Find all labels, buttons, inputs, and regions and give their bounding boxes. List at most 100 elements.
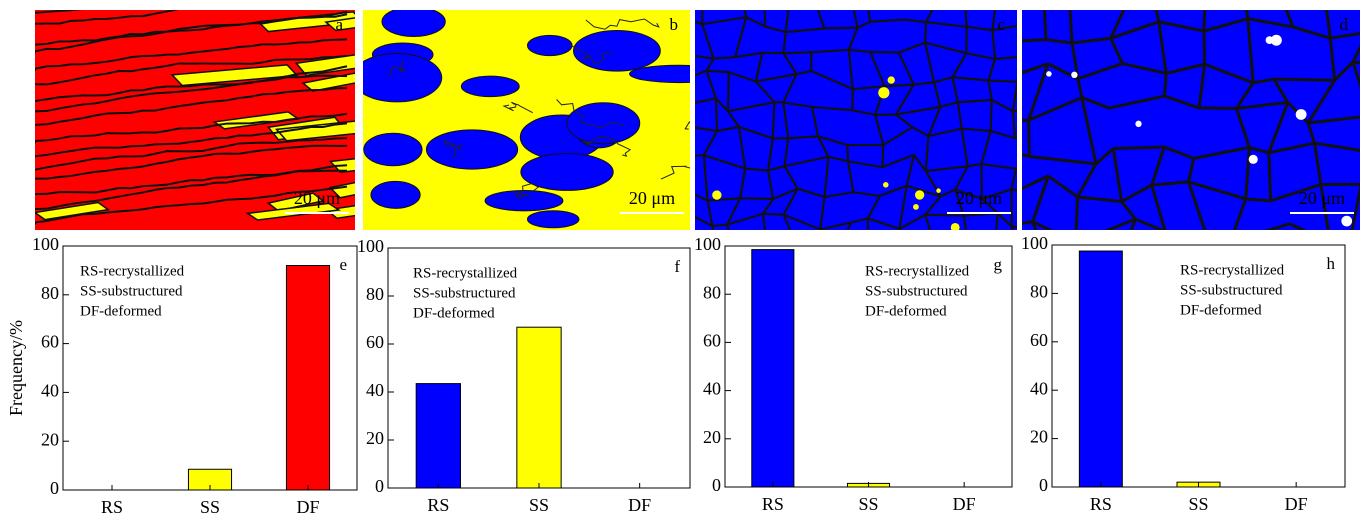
boundary bbox=[933, 238, 970, 255]
boundary bbox=[1076, 78, 1084, 98]
x-tick-label: SS bbox=[1188, 494, 1208, 514]
grain bbox=[936, 188, 941, 193]
y-tick-label: 40 bbox=[703, 379, 721, 399]
boundary bbox=[713, 56, 736, 60]
boundary bbox=[1248, 146, 1270, 155]
boundary bbox=[828, 155, 849, 163]
y-tick-label: 20 bbox=[1030, 427, 1048, 447]
x-tick-label: RS bbox=[427, 495, 449, 515]
boundary bbox=[726, 197, 742, 226]
grain bbox=[170, 64, 299, 87]
boundary bbox=[852, 85, 885, 91]
micrograph bbox=[695, 0, 1017, 255]
boundary bbox=[766, 138, 774, 171]
x-tick-label: DF bbox=[1285, 494, 1308, 514]
y-tick-label: 80 bbox=[1030, 282, 1048, 302]
boundary bbox=[811, 105, 853, 112]
boundary bbox=[443, 139, 464, 159]
boundary bbox=[956, 102, 963, 129]
boundary bbox=[898, 41, 926, 54]
boundary bbox=[1104, 217, 1136, 230]
boundary bbox=[716, 125, 740, 133]
boundary bbox=[952, 76, 989, 82]
x-tick-label: SS bbox=[529, 495, 549, 515]
boundary bbox=[1292, 25, 1331, 40]
boundary bbox=[726, 212, 764, 226]
x-tick-label: SS bbox=[200, 497, 220, 517]
grain bbox=[328, 181, 355, 199]
boundary bbox=[851, 0, 867, 5]
boundary bbox=[911, 126, 929, 138]
boundary bbox=[966, 52, 996, 61]
boundary bbox=[957, 98, 992, 104]
grain bbox=[566, 102, 641, 145]
boundary bbox=[1027, 120, 1031, 157]
boundary bbox=[783, 165, 799, 190]
boundary bbox=[1328, 38, 1337, 81]
boundary bbox=[35, 185, 348, 225]
boundary bbox=[987, 58, 997, 81]
boundary bbox=[1164, 94, 1200, 110]
boundary bbox=[940, 188, 956, 198]
panel-label: e bbox=[339, 255, 347, 274]
boundary bbox=[964, 10, 968, 27]
micrograph bbox=[363, 10, 690, 230]
x-tick-label: RS bbox=[101, 497, 123, 517]
boundary bbox=[745, 16, 766, 28]
boundary bbox=[824, 191, 854, 199]
boundary bbox=[1163, 73, 1168, 97]
panel-label: a bbox=[335, 15, 343, 34]
boundary bbox=[755, 73, 797, 83]
boundary bbox=[1245, 197, 1271, 203]
boundary bbox=[980, 164, 984, 199]
boundary bbox=[1307, 115, 1360, 125]
grain bbox=[950, 222, 960, 230]
boundary bbox=[924, 22, 928, 43]
boundary bbox=[1045, 38, 1073, 45]
boundary bbox=[767, 165, 785, 172]
boundary bbox=[1081, 96, 1110, 110]
boundary bbox=[1120, 200, 1137, 221]
boundary bbox=[867, 217, 900, 230]
boundary bbox=[1027, 63, 1050, 121]
boundary bbox=[881, 153, 915, 169]
grain bbox=[878, 87, 890, 99]
boundary bbox=[1330, 32, 1360, 40]
y-tick-label: 60 bbox=[1030, 330, 1048, 350]
boundary bbox=[763, 10, 767, 27]
boundary bbox=[726, 224, 730, 230]
boundary bbox=[1199, 106, 1237, 110]
boundary bbox=[933, 76, 953, 84]
boundary bbox=[1022, 62, 1049, 75]
boundary bbox=[1022, 118, 1029, 123]
grain bbox=[370, 180, 421, 209]
boundary bbox=[1010, 168, 1017, 190]
boundary bbox=[846, 222, 852, 230]
boundary bbox=[1108, 94, 1165, 110]
panel-label: f bbox=[674, 257, 680, 276]
boundary bbox=[847, 160, 883, 169]
panel-label: h bbox=[1327, 254, 1336, 273]
boundary bbox=[867, 10, 872, 22]
annotation: RS-recrystallized bbox=[865, 263, 970, 279]
boundary bbox=[695, 97, 717, 104]
annotation: DF-deformed bbox=[413, 305, 495, 321]
boundary bbox=[1074, 196, 1080, 230]
boundary bbox=[1022, 38, 1046, 43]
bar-chart: 0 20 40 60 80 100 RS SS DF RS-recrystallized SS-su… bbox=[357, 236, 691, 515]
y-tick-label: 80 bbox=[366, 284, 384, 304]
boundary bbox=[35, 65, 348, 113]
boundary bbox=[995, 213, 999, 230]
grain bbox=[363, 53, 443, 103]
boundary bbox=[1273, 77, 1335, 82]
boundary bbox=[981, 188, 1012, 200]
grain bbox=[1265, 36, 1274, 45]
boundary bbox=[1232, 198, 1248, 230]
boundary bbox=[925, 213, 964, 217]
boundary bbox=[823, 156, 830, 198]
y-tick-label: 40 bbox=[366, 380, 384, 400]
boundary bbox=[819, 229, 822, 230]
boundary bbox=[706, 200, 714, 227]
y-tick-label: 20 bbox=[366, 428, 384, 448]
grain bbox=[913, 204, 919, 210]
